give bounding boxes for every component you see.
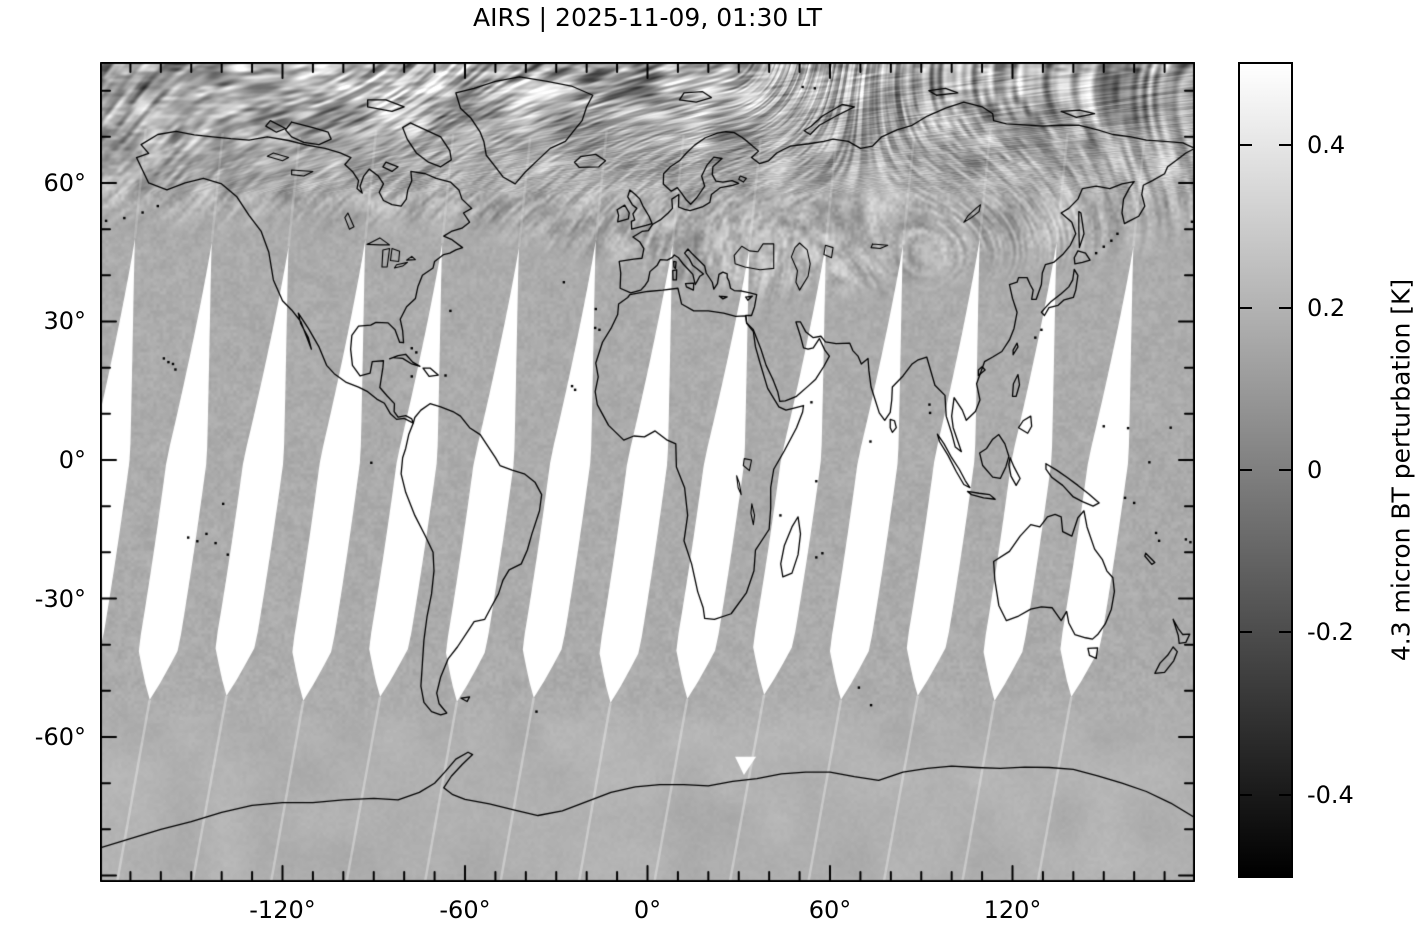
- y-axis-tick-label: -60°: [34, 723, 86, 752]
- map-canvas: [100, 62, 1195, 882]
- plot-title: AIRS | 2025-11-09, 01:30 LT: [473, 3, 822, 32]
- x-axis-tick-label: 0°: [633, 896, 662, 924]
- colorbar-tick: [1279, 306, 1291, 309]
- colorbar-tick-label: -0.2: [1307, 618, 1354, 647]
- x-axis-tick-label: 60°: [808, 896, 852, 924]
- colorbar-tick: [1279, 631, 1291, 634]
- colorbar-tick-label: -0.4: [1307, 780, 1354, 809]
- colorbar-tick-label: 0.4: [1307, 131, 1346, 160]
- colorbar-axis-label: 4.3 micron BT perturbation [K]: [1386, 278, 1416, 662]
- y-axis-tick-label: 60°: [43, 168, 86, 197]
- x-axis-tick-label: -120°: [249, 896, 316, 924]
- colorbar-tick: [1240, 306, 1252, 309]
- colorbar-tick-label: 0: [1307, 456, 1323, 484]
- x-axis-tick-label: 120°: [983, 896, 1042, 924]
- colorbar-tick: [1240, 793, 1252, 796]
- y-axis-tick-label: 0°: [58, 446, 86, 474]
- y-axis-tick-label: 30°: [43, 307, 86, 336]
- colorbar-tick: [1240, 469, 1252, 471]
- colorbar-tick: [1240, 631, 1252, 634]
- colorbar-tick: [1240, 144, 1252, 147]
- colorbar-tick: [1279, 793, 1291, 796]
- colorbar-tick: [1279, 144, 1291, 147]
- y-axis-tick-label: -30°: [34, 584, 86, 613]
- colorbar-tick: [1279, 469, 1291, 471]
- colorbar-tick-label: 0.2: [1307, 293, 1346, 322]
- x-axis-tick-label: -60°: [439, 896, 491, 924]
